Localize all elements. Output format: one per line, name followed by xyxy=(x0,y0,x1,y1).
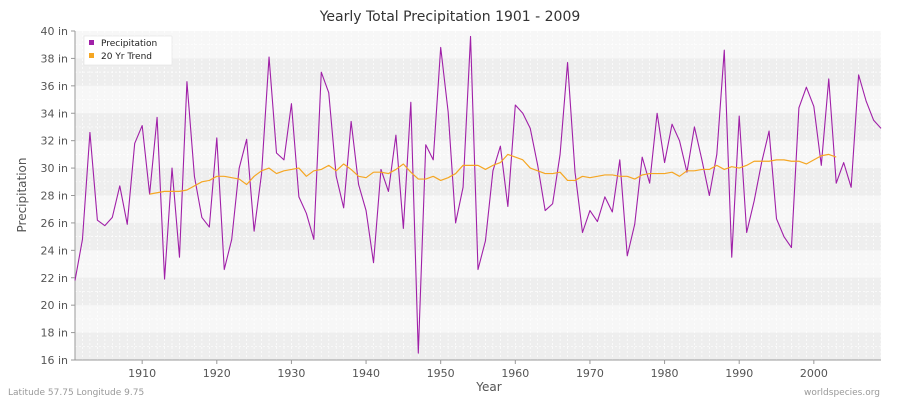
x-tick-label: 1990 xyxy=(725,367,753,380)
x-tick-label: 1920 xyxy=(203,367,231,380)
legend-swatch-precipitation xyxy=(89,40,94,45)
y-axis-ticks: 16 in 18 in 20 in 22 in 24 in 26 in 28 in 30 in… xyxy=(40,25,75,367)
x-tick-label: 1950 xyxy=(427,367,455,380)
x-axis-title: Year xyxy=(475,380,501,394)
x-tick-label: 1940 xyxy=(352,367,380,380)
x-tick-label: 2000 xyxy=(800,367,828,380)
chart-title: Yearly Total Precipitation 1901 - 2009 xyxy=(319,9,581,25)
y-tick-label: 40 in xyxy=(40,25,68,38)
legend: Precipitation 20 Yr Trend xyxy=(83,35,173,66)
y-tick-label: 30 in xyxy=(40,162,68,175)
footer-source: worldspecies.org xyxy=(804,388,880,398)
series-layer xyxy=(74,35,882,354)
x-tick-label: 1970 xyxy=(576,367,604,380)
y-tick-label: 32 in xyxy=(40,135,68,148)
y-tick-label: 34 in xyxy=(40,107,68,120)
grid-lines xyxy=(74,31,882,360)
x-tick-label: 1930 xyxy=(277,367,305,380)
y-tick-label: 20 in xyxy=(40,299,68,312)
y-tick-label: 28 in xyxy=(40,190,68,203)
y-tick-label: 26 in xyxy=(40,217,68,230)
x-tick-label: 1980 xyxy=(651,367,679,380)
precipitation-line xyxy=(74,35,882,354)
y-tick-label: 18 in xyxy=(40,327,68,340)
y-tick-label: 22 in xyxy=(40,272,68,285)
x-axis-ticks: 1910 1920 1930 1940 1950 1960 1970 1980 1990 2000 xyxy=(128,360,828,380)
footer-location: Latitude 57.75 Longitude 9.75 xyxy=(8,388,144,398)
y-tick-label: 36 in xyxy=(40,80,68,93)
legend-swatch-trend xyxy=(89,53,94,58)
y-tick-label: 16 in xyxy=(40,354,68,367)
trend-line xyxy=(149,153,837,195)
y-axis-title: Precipitation xyxy=(15,157,29,232)
legend-label-precipitation: Precipitation xyxy=(101,39,157,49)
legend-label-trend: 20 Yr Trend xyxy=(101,52,152,62)
legend-box xyxy=(83,35,173,66)
y-tick-label: 24 in xyxy=(40,244,68,257)
x-tick-label: 1910 xyxy=(128,367,156,380)
y-tick-label: 38 in xyxy=(40,52,68,65)
x-tick-label: 1960 xyxy=(501,367,529,380)
